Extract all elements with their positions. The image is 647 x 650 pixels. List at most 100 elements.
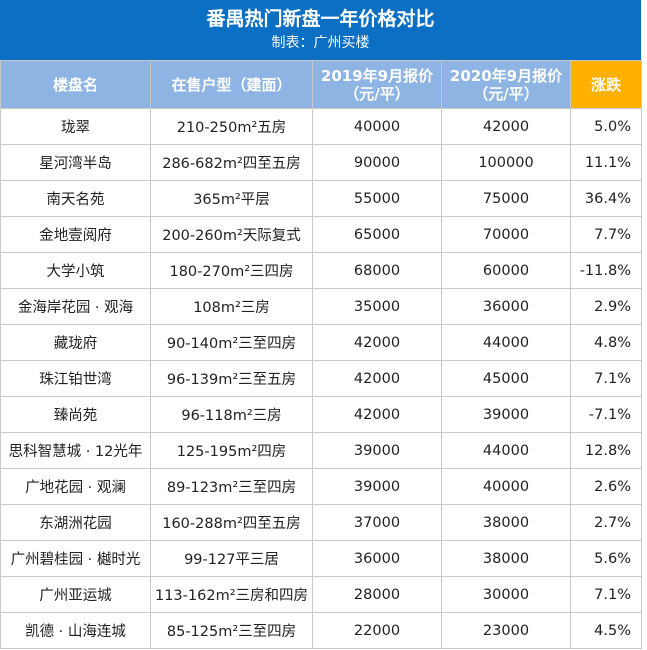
table-cell: 68000 (312, 252, 442, 289)
table-cell: 臻尚苑 (0, 396, 151, 433)
table-row: 南天名苑 365m²平层 55000 75000 36.4% (0, 180, 642, 217)
table-cell: 藏珑府 (0, 324, 151, 361)
table-cell: 11.1% (570, 144, 642, 181)
price-table: 楼盘名 在售户型（建面） 2019年9月报价 （元/平） 2020年9月报价 （元/平）涨… (0, 60, 642, 649)
table-cell: 38000 (441, 540, 571, 577)
table-cell: 70000 (441, 216, 571, 253)
table-cell: 4.5% (570, 612, 642, 649)
table-cell: 40000 (441, 468, 571, 505)
table-cell: 5.6% (570, 540, 642, 577)
column-header: 在售户型（建面） (150, 60, 313, 109)
title-bar: 番禺热门新盘一年价格对比 制表：广州买楼 (0, 0, 641, 60)
table-cell: 75000 (441, 180, 571, 217)
table-cell: 89-123m²三至四房 (150, 468, 313, 505)
table-cell: 36.4% (570, 180, 642, 217)
header-text: 在售户型（建面） (171, 75, 292, 94)
header-row: 楼盘名 在售户型（建面） 2019年9月报价 （元/平） 2020年9月报价 （元/平）涨… (0, 60, 642, 109)
table-cell: 60000 (441, 252, 571, 289)
table-cell: 96-139m²三至五房 (150, 360, 313, 397)
table-cell: 38000 (441, 504, 571, 541)
table-cell: 广州碧桂园 · 樾时光 (0, 540, 151, 577)
table-cell: 4.8% (570, 324, 642, 361)
table-cell: 35000 (312, 288, 442, 325)
table-cell: 44000 (441, 324, 571, 361)
table-cell: 珠江铂世湾 (0, 360, 151, 397)
table-cell: 85-125m²三至四房 (150, 612, 313, 649)
table-cell: 7.1% (570, 360, 642, 397)
table-cell: 大学小筑 (0, 252, 151, 289)
table-cell: 39000 (312, 468, 442, 505)
table-cell: 42000 (441, 108, 571, 145)
table-cell: 365m²平层 (150, 180, 313, 217)
header-text: （元/平） (473, 84, 539, 103)
table-cell: 40000 (312, 108, 442, 145)
header-text: 涨跌 (590, 75, 621, 94)
table-row: 金地壹阅府 200-260m²天际复式 65000 70000 7.7% (0, 216, 642, 253)
table-cell: 7.1% (570, 576, 642, 613)
column-header: 楼盘名 (0, 60, 151, 109)
table-cell: 广地花园 · 观澜 (0, 468, 151, 505)
table-row: 凯德 · 山海连城 85-125m²三至四房 22000 23000 4.5% (0, 612, 642, 649)
table-row: 藏珑府 90-140m²三至四房 42000 44000 4.8% (0, 324, 642, 361)
table-row: 东湖洲花园 160-288m²四至五房 37000 38000 2.7% (0, 504, 642, 541)
table-cell: 金地壹阅府 (0, 216, 151, 253)
table-cell: 108m²三房 (150, 288, 313, 325)
table-cell: 36000 (312, 540, 442, 577)
column-header: 2020年9月报价 （元/平） (441, 60, 571, 109)
table-cell: 金海岸花园 · 观海 (0, 288, 151, 325)
table-cell: 珑翠 (0, 108, 151, 145)
header-text: 楼盘名 (52, 75, 98, 94)
table-cell: 100000 (441, 144, 571, 181)
table-cell: 广州亚运城 (0, 576, 151, 613)
table-cell: 44000 (441, 432, 571, 469)
header-text: （元/平） (344, 84, 410, 103)
table-cell: 东湖洲花园 (0, 504, 151, 541)
column-header: 2019年9月报价 （元/平） (312, 60, 442, 109)
table-cell: 45000 (441, 360, 571, 397)
table-body: 珑翠 210-250m²五房 40000 42000 5.0% 星河湾半岛 286-682m… (0, 108, 642, 649)
table-cell: 7.7% (570, 216, 642, 253)
table-cell: 思科智慧城 · 12光年 (0, 432, 151, 469)
table-cell: 28000 (312, 576, 442, 613)
table-cell: 5.0% (570, 108, 642, 145)
table-row: 臻尚苑 96-118m²三房 42000 39000 -7.1% (0, 396, 642, 433)
header-text: 2020年9月报价 (449, 66, 563, 85)
table-cell: -11.8% (570, 252, 642, 289)
table-cell: 90000 (312, 144, 442, 181)
table-cell: 凯德 · 山海连城 (0, 612, 151, 649)
column-header: 涨跌 (570, 60, 642, 109)
table-cell: 65000 (312, 216, 442, 253)
table-cell: -7.1% (570, 396, 642, 433)
table-cell: 23000 (441, 612, 571, 649)
table-row: 广州亚运城 113-162m²三房和四房 28000 30000 7.1% (0, 576, 642, 613)
table-row: 珠江铂世湾 96-139m²三至五房 42000 45000 7.1% (0, 360, 642, 397)
title: 番禺热门新盘一年价格对比 (206, 8, 435, 30)
table-cell: 125-195m²四房 (150, 432, 313, 469)
table-cell: 星河湾半岛 (0, 144, 151, 181)
subtitle: 制表：广州买楼 (271, 35, 370, 51)
table-cell: 12.8% (570, 432, 642, 469)
table-cell: 113-162m²三房和四房 (150, 576, 313, 613)
table-row: 广州碧桂园 · 樾时光 99-127平三居 36000 38000 5.6% (0, 540, 642, 577)
table-cell: 37000 (312, 504, 442, 541)
table-cell: 2.9% (570, 288, 642, 325)
table-cell: 22000 (312, 612, 442, 649)
table-row: 金海岸花园 · 观海 108m²三房 35000 36000 2.9% (0, 288, 642, 325)
table-cell: 96-118m²三房 (150, 396, 313, 433)
header-text: 2019年9月报价 (320, 66, 434, 85)
table-cell: 286-682m²四至五房 (150, 144, 313, 181)
table-cell: 42000 (312, 360, 442, 397)
table-cell: 90-140m²三至四房 (150, 324, 313, 361)
table-row: 思科智慧城 · 12光年 125-195m²四房 39000 44000 12.8% (0, 432, 642, 469)
table-cell: 30000 (441, 576, 571, 613)
table-cell: 36000 (441, 288, 571, 325)
table-cell: 42000 (312, 396, 442, 433)
table-cell: 南天名苑 (0, 180, 151, 217)
table-cell: 39000 (312, 432, 442, 469)
table-cell: 55000 (312, 180, 442, 217)
table-row: 大学小筑 180-270m²三四房 68000 60000 -11.8% (0, 252, 642, 289)
table-cell: 42000 (312, 324, 442, 361)
table-row: 珑翠 210-250m²五房 40000 42000 5.0% (0, 108, 642, 145)
